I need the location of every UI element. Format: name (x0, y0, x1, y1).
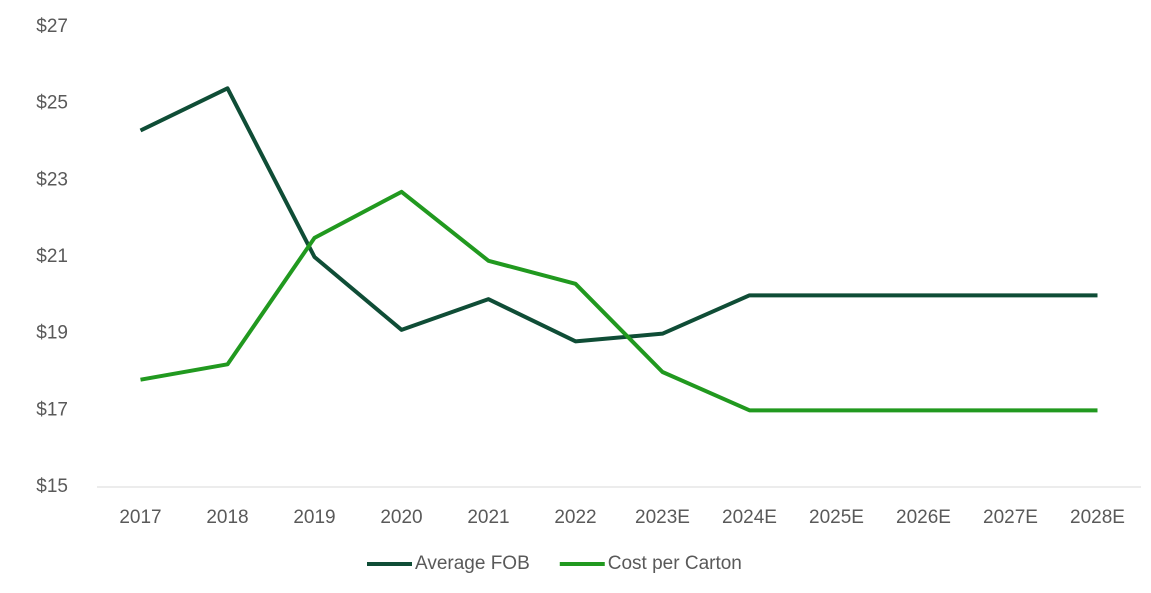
x-tick-label: 2021 (467, 507, 509, 528)
x-tick-label: 2025E (809, 507, 864, 528)
line-series (139, 86, 1098, 344)
x-tick-label: 2023E (635, 507, 690, 528)
x-tick-label: 2019 (293, 507, 335, 528)
x-tick-label: 2017 (119, 507, 161, 528)
y-tick-label: $21 (36, 246, 68, 267)
x-tick-label: 2022 (554, 507, 596, 528)
x-tick-label: 2027E (983, 507, 1038, 528)
y-tick-label: $23 (36, 169, 68, 190)
y-tick-label: $17 (36, 399, 68, 420)
y-tick-label: $27 (36, 16, 68, 37)
y-tick-label: $25 (36, 93, 68, 114)
x-tick-label: 2018 (206, 507, 248, 528)
legend-label: Cost per Carton (608, 553, 742, 574)
legend-label: Average FOB (415, 553, 530, 574)
x-tick-label: 2020 (380, 507, 422, 528)
x-tick-label: 2026E (896, 507, 951, 528)
y-tick-label: $15 (36, 476, 68, 497)
line-series (140, 189, 1098, 413)
y-tick-label: $19 (36, 323, 68, 344)
x-tick-label: 2024E (722, 507, 777, 528)
x-tick-label: 2028E (1070, 507, 1125, 528)
